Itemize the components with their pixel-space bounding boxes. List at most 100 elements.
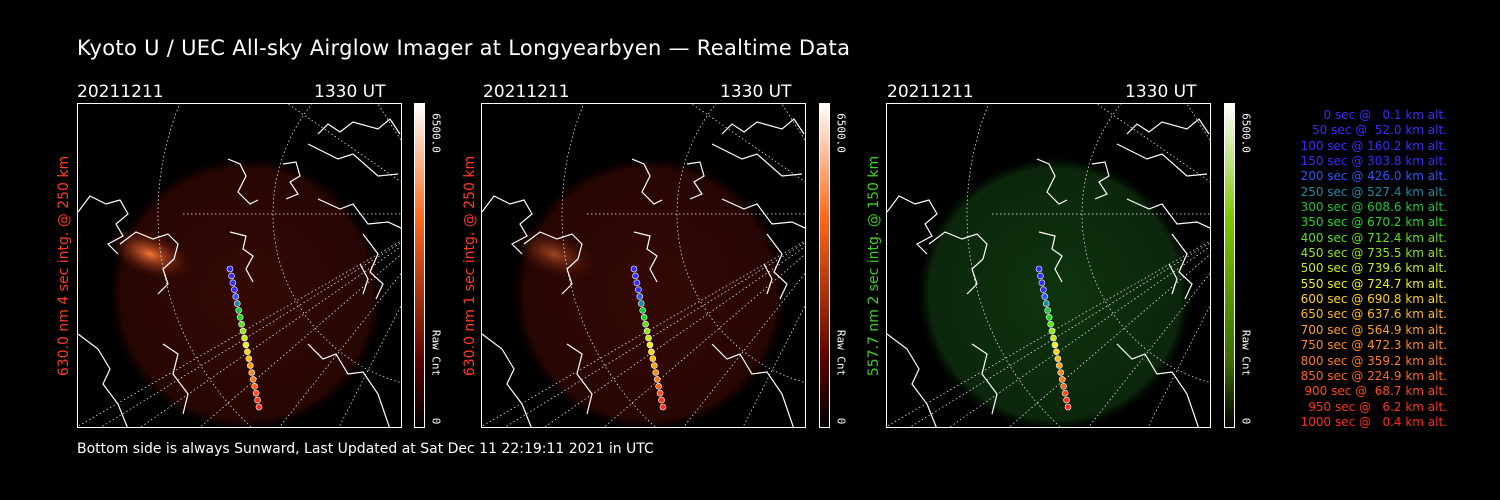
trajectory-point (226, 265, 234, 273)
trajectory-point (658, 396, 665, 404)
trajectory-point (238, 320, 245, 328)
trajectory-point (646, 341, 654, 349)
panel-map-svg (887, 104, 1210, 427)
panel-3-cbar-unit: Raw Cnt (1239, 329, 1253, 377)
legend-row: 100 sec @ 160.2 km alt. (1300, 138, 1447, 153)
trajectory-point (1053, 348, 1060, 356)
legend-row: 600 sec @ 690.8 km alt. (1300, 292, 1447, 307)
trajectory-point (228, 272, 235, 280)
trajectory-point (643, 327, 651, 335)
trajectory-point (1063, 396, 1070, 404)
panel-2-cbar-min: 0 (834, 417, 848, 425)
trajectory-point (235, 307, 242, 314)
trajectory-point (1042, 300, 1050, 307)
trajectory-point (642, 320, 649, 328)
legend-row: 400 sec @ 712.4 km alt. (1300, 230, 1447, 245)
trajectory-point (632, 272, 639, 280)
panel-3-cbar-max: 6500.0 (1239, 113, 1253, 153)
legend-row: 1000 sec @ 0.4 km alt. (1300, 414, 1447, 429)
trajectory-point (242, 341, 250, 349)
trajectory-point (254, 396, 261, 404)
trajectory-point (649, 355, 657, 362)
trajectory-point (236, 314, 244, 321)
panel-map-svg (482, 104, 805, 427)
legend-row: 50 sec @ 52.0 km alt. (1312, 123, 1447, 138)
trajectory-point (1051, 341, 1059, 349)
trajectory-point (652, 369, 660, 376)
trajectory-point (244, 348, 251, 356)
panel-3-colorbar (1224, 103, 1235, 428)
panel-1-cbar-unit: Raw Cnt (429, 329, 443, 377)
trajectory-point (655, 382, 662, 390)
panel-2-time: 1330 UT (720, 82, 792, 102)
panel-2-date: 20211211 (483, 82, 570, 102)
trajectory-point (1035, 265, 1043, 273)
legend-row: 250 sec @ 527.4 km alt. (1300, 184, 1447, 199)
trajectory-point (245, 355, 253, 362)
legend-row: 300 sec @ 608.6 km alt. (1300, 200, 1447, 215)
trajectory-point (1060, 382, 1067, 390)
legend-row: 450 sec @ 735.5 km alt. (1300, 246, 1447, 261)
trajectory-point (1064, 403, 1072, 411)
trajectory-point (1061, 389, 1069, 397)
trajectory-point (1056, 362, 1063, 369)
legend-row: 950 sec @ 6.2 km alt. (1308, 399, 1447, 414)
page-title: Kyoto U / UEC All-sky Airglow Imager at … (77, 36, 851, 60)
trajectory-point (656, 389, 664, 397)
panel-1-label: 630.0 nm 4 sec intg. @ 250 km (56, 155, 72, 376)
panel-2-colorbar (819, 103, 830, 428)
panel-3-cbar-min: 0 (1239, 417, 1253, 425)
trajectory-point (1057, 369, 1065, 376)
panel-2-image (481, 103, 806, 428)
trajectory-point (248, 369, 256, 376)
trajectory-point (229, 279, 237, 287)
trajectory-point (645, 334, 652, 342)
legend-row: 650 sec @ 637.6 km alt. (1300, 307, 1447, 322)
trajectory-point (1050, 334, 1057, 342)
legend-row: 750 sec @ 472.3 km alt. (1300, 338, 1447, 353)
trajectory-point (659, 403, 667, 411)
trajectory-point (653, 376, 661, 383)
trajectory-point (252, 389, 260, 397)
panel-1-date: 20211211 (77, 82, 164, 102)
legend-row: 900 sec @ 68.7 km alt. (1304, 384, 1447, 399)
panel-2-cbar-unit: Raw Cnt (834, 329, 848, 377)
trajectory-point (637, 300, 645, 307)
trajectory-point (1038, 279, 1046, 287)
trajectory-point (1047, 320, 1054, 328)
panel-1-colorbar (414, 103, 425, 428)
legend-row: 150 sec @ 303.8 km alt. (1300, 154, 1447, 169)
legend-row: 0 sec @ 0.1 km alt. (1323, 108, 1448, 122)
trajectory-point (249, 376, 257, 383)
trajectory-point (232, 293, 240, 300)
legend-row: 700 sec @ 564.9 km alt. (1300, 322, 1447, 337)
legend-row: 350 sec @ 670.2 km alt. (1300, 215, 1447, 230)
legend-row: 500 sec @ 739.6 km alt. (1300, 261, 1447, 276)
legend-row: 200 sec @ 426.0 km alt. (1300, 169, 1447, 184)
panel-1-colorbar-labels: 6500.0 Raw Cnt 0 (428, 103, 444, 428)
panel-3-colorbar-labels: 6500.0 Raw Cnt 0 (1238, 103, 1254, 428)
trajectory-point (247, 362, 254, 369)
trajectory-point (1048, 327, 1056, 335)
panel-3-time: 1330 UT (1125, 82, 1197, 102)
trajectory-point (1054, 355, 1062, 362)
trajectory-point (1044, 307, 1051, 314)
trajectory-point (640, 314, 648, 321)
trajectory-point (233, 300, 241, 307)
panel-3-image (886, 103, 1211, 428)
trajectory-point (648, 348, 655, 356)
panel-map-svg (78, 104, 401, 427)
trajectory-point (1045, 314, 1053, 321)
trajectory-point (1040, 286, 1047, 293)
trajectory-point (1041, 293, 1049, 300)
trajectory-point (241, 334, 248, 342)
panel-2-label: 630.0 nm 1 sec intg. @ 250 km (462, 155, 478, 376)
panel-1-cbar-min: 0 (429, 417, 443, 425)
trajectory-point (251, 382, 258, 390)
panel-3-label: 557.7 nm 2 sec intg. @ 150 km (866, 155, 882, 376)
trajectory-legend: 0 sec @ 0.1 km alt. 50 sec @ 52.0 km alt.… (1262, 108, 1447, 430)
trajectory-point (1058, 376, 1066, 383)
trajectory-point (630, 265, 638, 273)
trajectory-point (239, 327, 247, 335)
trajectory-point (1037, 272, 1044, 280)
